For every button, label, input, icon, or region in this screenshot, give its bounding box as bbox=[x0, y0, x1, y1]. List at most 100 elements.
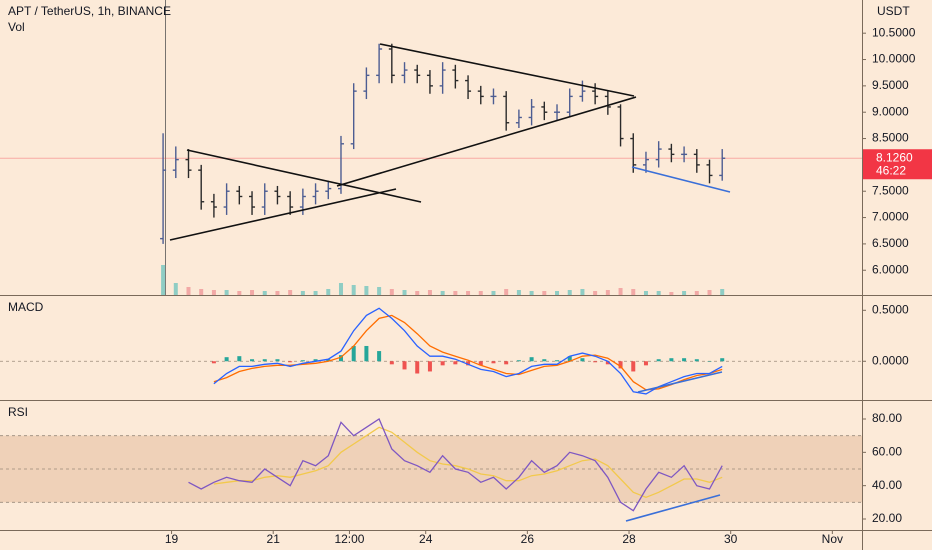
volume-bar bbox=[313, 291, 318, 295]
volume-bar bbox=[173, 283, 178, 295]
x-tick-label: 21 bbox=[267, 532, 281, 546]
y-tick-label: 40.00 bbox=[872, 478, 902, 492]
volume-bar bbox=[529, 291, 534, 295]
macd-label: MACD bbox=[8, 300, 44, 314]
volume-bar bbox=[580, 289, 585, 295]
volume-bar bbox=[720, 289, 725, 295]
histogram-bar bbox=[211, 361, 216, 364]
y-tick-label: 6.0000 bbox=[872, 262, 909, 276]
volume-bar bbox=[415, 291, 420, 295]
histogram-bar bbox=[656, 359, 661, 362]
volume-bar bbox=[631, 289, 636, 295]
x-tick-label: Nov bbox=[822, 532, 843, 546]
histogram-bar bbox=[643, 361, 648, 366]
histogram-bar bbox=[300, 360, 305, 362]
y-tick-label: 7.5000 bbox=[872, 183, 909, 197]
volume-bar bbox=[351, 285, 356, 295]
volume-bar bbox=[593, 291, 598, 295]
volume-bar bbox=[427, 290, 432, 295]
volume-bar bbox=[377, 287, 382, 295]
histogram-bar bbox=[224, 357, 229, 362]
volume-bar bbox=[567, 290, 572, 295]
histogram-bar bbox=[250, 359, 255, 362]
volume-bar bbox=[656, 291, 661, 295]
volume-bar bbox=[682, 291, 687, 295]
rsi-line bbox=[188, 418, 723, 512]
x-tick-label: 19 bbox=[165, 532, 179, 546]
volume-bar bbox=[389, 289, 394, 295]
histogram-bar bbox=[338, 355, 343, 362]
histogram-bar bbox=[440, 361, 445, 366]
axis-unit: USDT bbox=[877, 4, 910, 18]
histogram-bar bbox=[237, 356, 242, 362]
volume-bar bbox=[224, 290, 229, 295]
y-tick-label: 0.0000 bbox=[872, 353, 909, 367]
histogram-bar bbox=[694, 359, 699, 362]
rsi-band bbox=[0, 435, 862, 503]
histogram-bar bbox=[567, 356, 572, 362]
trendline bbox=[379, 43, 635, 97]
countdown-label: 46:22 bbox=[876, 163, 906, 177]
volume-bar bbox=[504, 289, 509, 295]
y-tick-label: 6.5000 bbox=[872, 236, 909, 250]
volume-bar bbox=[211, 290, 216, 295]
histogram-bar bbox=[618, 361, 623, 369]
last-price-tag bbox=[863, 149, 932, 180]
volume-bar bbox=[478, 291, 483, 295]
volume-bar bbox=[605, 290, 610, 295]
x-tick-label: 30 bbox=[724, 532, 738, 546]
x-tick-label: 28 bbox=[622, 532, 636, 546]
histogram-bar bbox=[707, 361, 712, 362]
volume-bar bbox=[694, 291, 699, 295]
divergence-line bbox=[625, 494, 721, 522]
histogram-bar bbox=[288, 361, 293, 363]
y-tick-label: 60.00 bbox=[872, 445, 902, 459]
volume-bar bbox=[161, 265, 166, 295]
histogram-bar bbox=[542, 359, 547, 362]
histogram-bar bbox=[427, 361, 432, 372]
volume-bar bbox=[466, 291, 471, 295]
y-tick-label: 80.00 bbox=[872, 411, 902, 425]
volume-bar bbox=[440, 291, 445, 295]
y-tick-label: 10.5000 bbox=[872, 25, 916, 39]
histogram-bar bbox=[313, 359, 318, 362]
volume-bar bbox=[275, 291, 280, 295]
histogram-bar bbox=[580, 358, 585, 362]
histogram-bar bbox=[720, 358, 725, 362]
histogram-bar bbox=[377, 351, 382, 362]
volume-bar bbox=[669, 292, 674, 295]
histogram-bar bbox=[529, 357, 534, 362]
last-price-label: 8.1260 bbox=[876, 150, 913, 164]
histogram-bar bbox=[516, 360, 521, 362]
volume-bar bbox=[250, 290, 255, 295]
y-tick-label: 0.5000 bbox=[872, 302, 909, 316]
volume-bar bbox=[491, 291, 496, 295]
volume-bar bbox=[288, 290, 293, 295]
histogram-bar bbox=[326, 359, 331, 362]
x-tick-label: 24 bbox=[419, 532, 433, 546]
trendline bbox=[186, 149, 422, 203]
y-tick-label: 9.5000 bbox=[872, 78, 909, 92]
y-tick-label: 7.0000 bbox=[872, 210, 909, 224]
divergence-line bbox=[637, 371, 723, 393]
volume-bar bbox=[707, 290, 712, 295]
trendline bbox=[336, 96, 637, 187]
volume-bar bbox=[402, 290, 407, 295]
marks bbox=[0, 43, 862, 512]
volume-label: Vol bbox=[8, 20, 25, 34]
histogram-bar bbox=[364, 345, 369, 362]
rsi_ma-line bbox=[213, 426, 723, 498]
y-tick-label: 20.00 bbox=[872, 511, 902, 525]
volume-bar bbox=[516, 290, 521, 295]
histogram-bar bbox=[262, 359, 267, 362]
rsi-label: RSI bbox=[8, 405, 28, 419]
macd-line bbox=[213, 307, 723, 395]
chart-title: APT / TetherUS, 1h, BINANCE bbox=[8, 4, 171, 18]
trendline bbox=[169, 188, 397, 241]
histogram-bar bbox=[402, 361, 407, 370]
histogram-bar bbox=[351, 345, 356, 362]
drawings bbox=[169, 43, 731, 522]
divergence-line bbox=[631, 166, 731, 193]
volume-bar bbox=[618, 288, 623, 295]
